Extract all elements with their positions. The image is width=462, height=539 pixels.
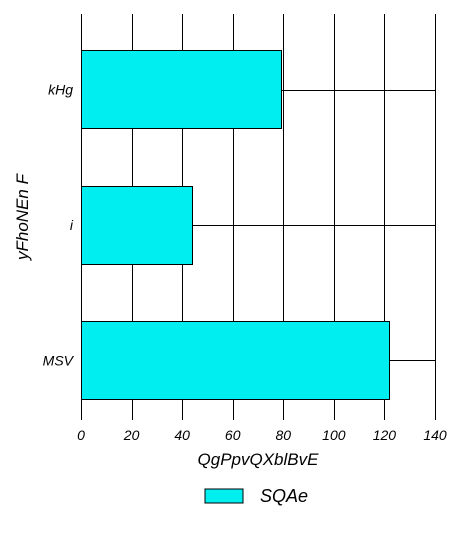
legend-label: SQAe bbox=[260, 486, 308, 506]
bar-i bbox=[81, 186, 193, 265]
x-tick-label-7: 140 bbox=[423, 427, 447, 443]
x-tick-label-4: 80 bbox=[275, 427, 291, 443]
tick-labels: 0 20 40 60 80 100 120 140 kHg i MSV bbox=[43, 82, 447, 443]
y-tick-label-2: MSV bbox=[43, 352, 75, 368]
x-axis-label: QgPpvQXblBvE bbox=[198, 450, 320, 469]
legend: SQAe bbox=[204, 486, 308, 506]
x-tick-label-0: 0 bbox=[77, 427, 85, 443]
bar-MSV bbox=[81, 321, 390, 400]
legend-swatch bbox=[204, 488, 244, 504]
bar-kHg bbox=[81, 50, 282, 129]
x-tick-label-6: 120 bbox=[373, 427, 397, 443]
y-tick-label-0: kHg bbox=[48, 82, 73, 98]
y-axis-label: yFhoNEn F bbox=[13, 172, 32, 261]
x-tick-label-2: 40 bbox=[174, 427, 190, 443]
y-tick-label-1: i bbox=[70, 217, 74, 233]
x-tick-label-1: 20 bbox=[123, 427, 140, 443]
x-tick-label-5: 100 bbox=[322, 427, 346, 443]
x-tick-label-3: 60 bbox=[225, 427, 241, 443]
